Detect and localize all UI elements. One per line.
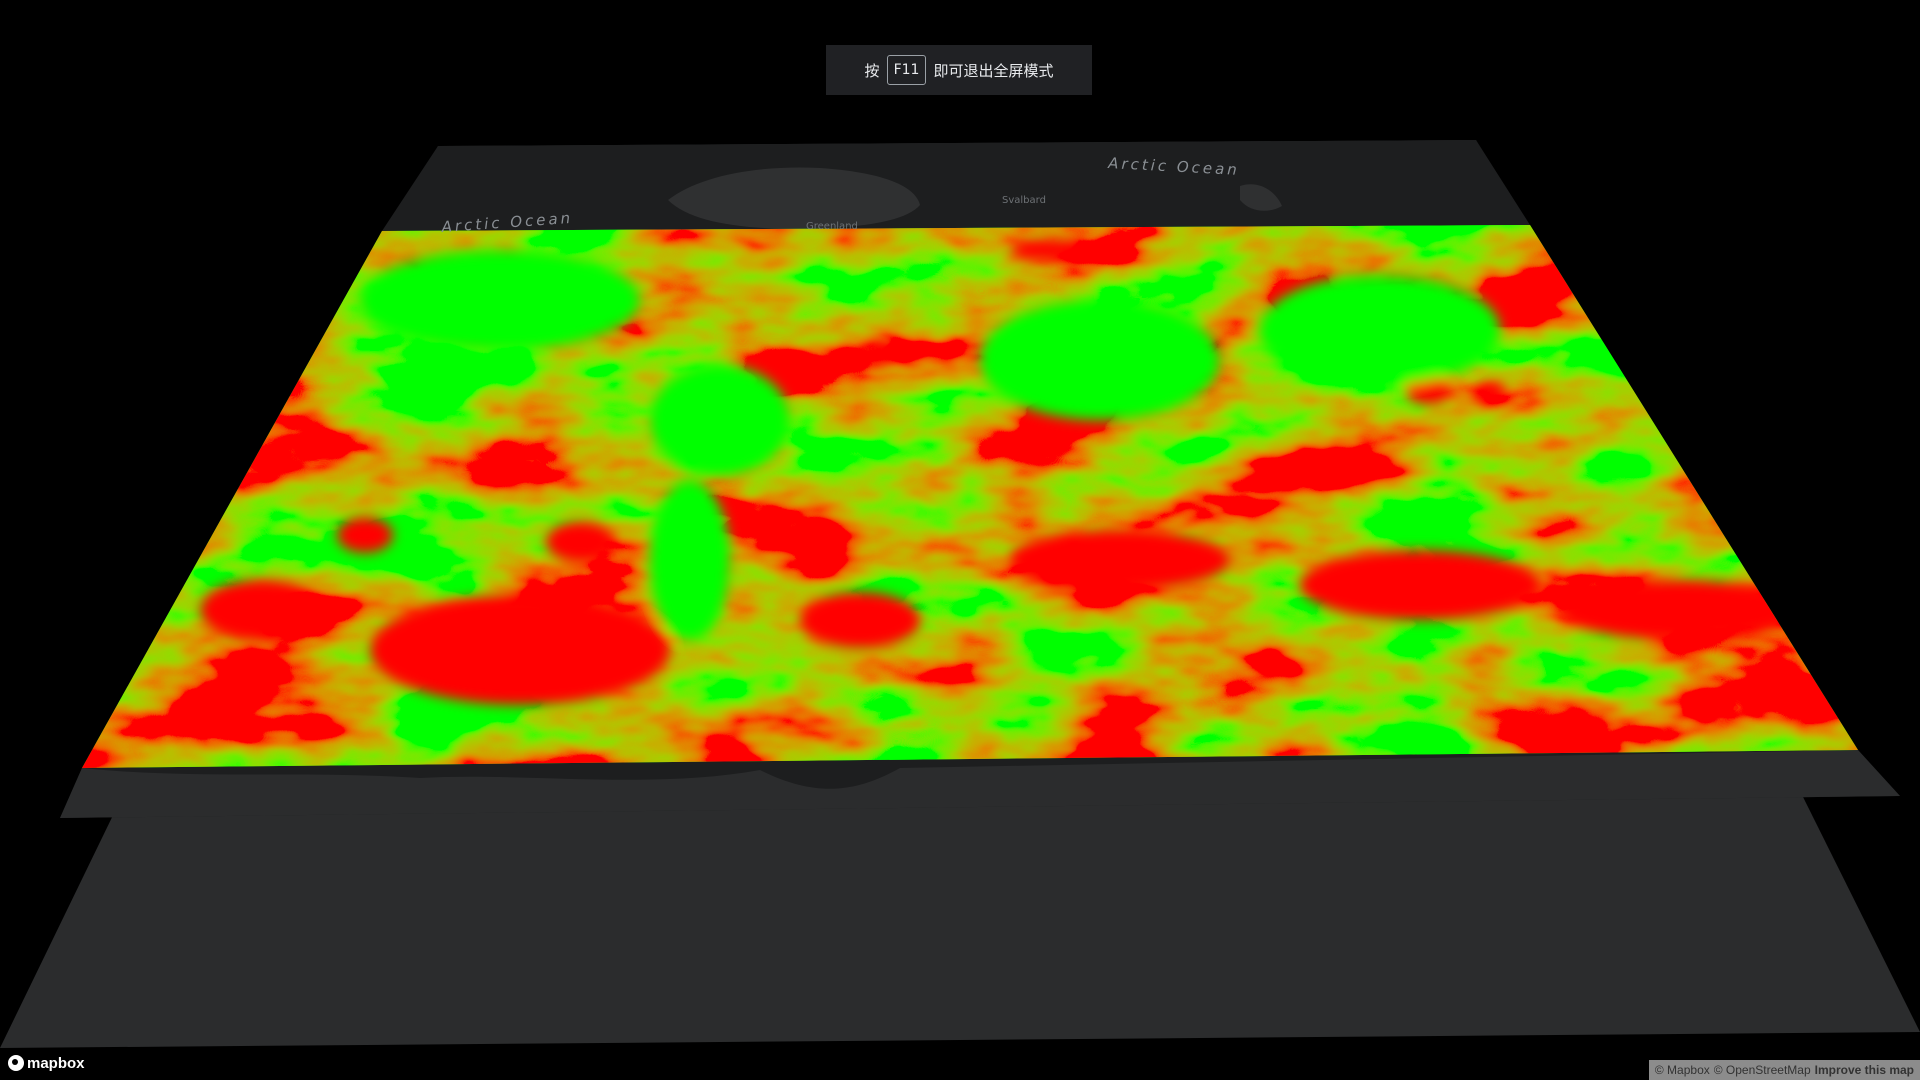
arctic-islands <box>1240 184 1282 211</box>
mapbox-logo[interactable]: mapbox <box>8 1052 85 1074</box>
attribution-mapbox-link[interactable]: © Mapbox <box>1654 1063 1710 1077</box>
greenland-landmass <box>668 167 920 229</box>
antarctica-coast <box>60 750 1900 818</box>
map-attribution: © Mapbox © OpenStreetMap Improve this ma… <box>1648 1060 1920 1080</box>
fullscreen-exit-toast: 按 F11 即可退出全屏模式 <box>826 45 1092 95</box>
label-svalbard: Svalbard <box>1002 195 1046 206</box>
label-greenland: Greenland <box>806 221 858 232</box>
toast-key: F11 <box>886 55 927 85</box>
mapbox-logo-text: mapbox <box>27 1054 85 1072</box>
improve-map-link[interactable]: Improve this map <box>1814 1063 1914 1077</box>
mapbox-logo-icon <box>8 1055 24 1071</box>
wind-heatmap-layer <box>82 225 1858 768</box>
attribution-osm-link[interactable]: © OpenStreetMap <box>1713 1063 1811 1077</box>
toast-suffix: 即可退出全屏模式 <box>933 61 1054 80</box>
arctic-water-region <box>382 140 1530 231</box>
toast-prefix: 按 <box>864 61 880 80</box>
